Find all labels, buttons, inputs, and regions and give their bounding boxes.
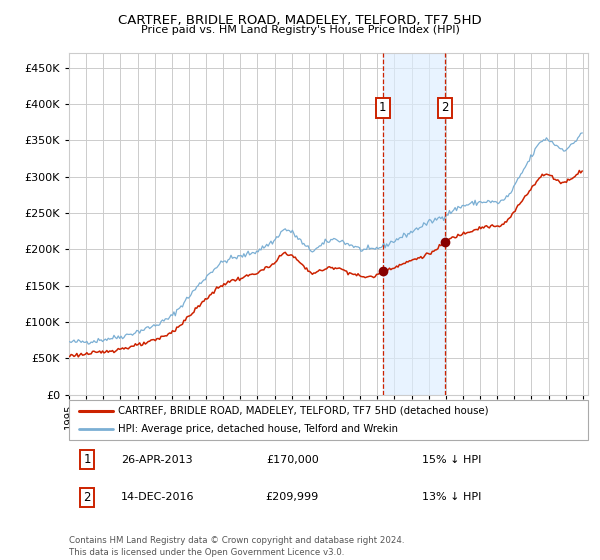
Text: 15% ↓ HPI: 15% ↓ HPI — [422, 455, 481, 465]
Text: 1: 1 — [379, 101, 386, 114]
Text: Price paid vs. HM Land Registry's House Price Index (HPI): Price paid vs. HM Land Registry's House … — [140, 25, 460, 35]
Text: 14-DEC-2016: 14-DEC-2016 — [121, 492, 194, 502]
Text: £209,999: £209,999 — [266, 492, 319, 502]
Text: 13% ↓ HPI: 13% ↓ HPI — [422, 492, 481, 502]
Bar — [383, 53, 445, 395]
Text: Contains HM Land Registry data © Crown copyright and database right 2024.
This d: Contains HM Land Registry data © Crown c… — [69, 536, 404, 557]
Text: 26-APR-2013: 26-APR-2013 — [121, 455, 193, 465]
Text: HPI: Average price, detached house, Telford and Wrekin: HPI: Average price, detached house, Telf… — [118, 424, 398, 434]
Text: CARTREF, BRIDLE ROAD, MADELEY, TELFORD, TF7 5HD (detached house): CARTREF, BRIDLE ROAD, MADELEY, TELFORD, … — [118, 406, 489, 416]
Text: 1: 1 — [83, 453, 91, 466]
Text: CARTREF, BRIDLE ROAD, MADELEY, TELFORD, TF7 5HD: CARTREF, BRIDLE ROAD, MADELEY, TELFORD, … — [118, 14, 482, 27]
Text: 2: 2 — [83, 491, 91, 504]
Text: 2: 2 — [442, 101, 449, 114]
Text: £170,000: £170,000 — [266, 455, 319, 465]
